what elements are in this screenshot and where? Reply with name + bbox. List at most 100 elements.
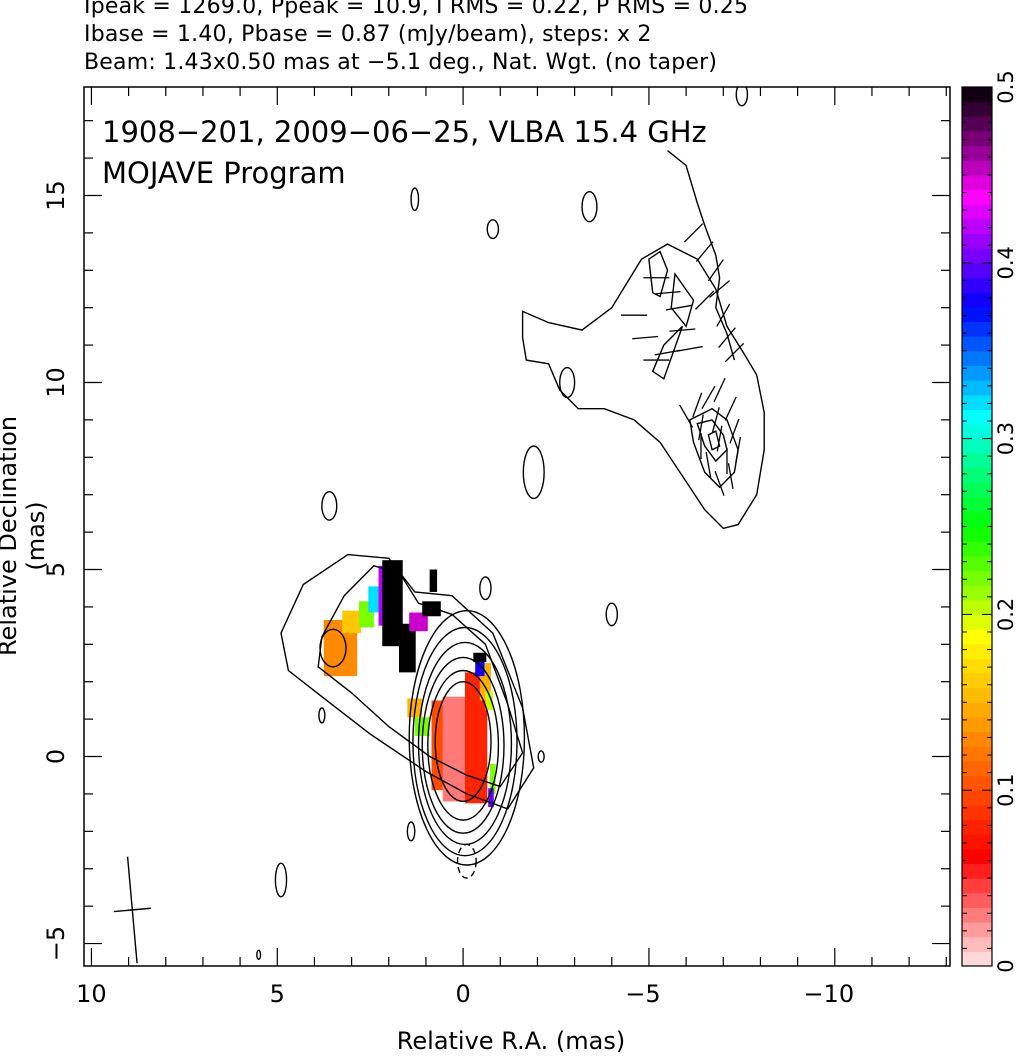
colorbar-cell [962,863,992,879]
evpa-tick [676,345,703,352]
colorbar-cell [962,365,992,381]
colorbar-cell [962,467,992,484]
y-tick-label: 10 [42,367,70,398]
colorbar-tick-label: 0 [994,959,1018,972]
colorbar-cell [962,262,992,279]
colorbar-cell [962,731,992,747]
evpa-tick [716,425,723,452]
north-jet-ridge-contour [667,150,736,361]
small-contour [256,949,262,960]
colorbar-cell [962,218,992,235]
plot-background [84,87,950,966]
y-tick-label: 5 [42,562,70,577]
evpa-tick [683,223,704,243]
colorbar-cell [962,585,992,601]
colorbar-cell [962,174,992,191]
colorbar-cell [962,643,992,659]
y-axis-label: Relative Declination (mas) [0,415,50,657]
colorbar-cell [962,497,992,513]
evpa-tick [713,377,726,403]
colorbar-cell [962,922,992,938]
x-axis-label: Relative R.A. (mas) [396,1027,626,1055]
colorbar-cell [962,350,992,366]
x-tick-label: 0 [455,980,470,1008]
core-contour [408,609,526,866]
beam-ellipse [113,856,151,964]
colorbar-cell [962,702,992,718]
colorbar-cell [962,87,992,103]
colorbar-cell [962,248,992,264]
colorbar-tick-label: 0.5 [994,70,1018,103]
small-contour [486,219,500,240]
evpa-tick [716,303,731,327]
colorbar-cell [962,687,992,703]
header-line-3: Beam: 1.43x0.50 mas at −5.1 deg., Nat. W… [84,50,718,75]
y-tick-label: 0 [42,749,70,764]
colorbar-cell [962,511,992,528]
small-contour [274,862,288,898]
colorbar-cell [962,145,992,161]
y-tick-label: −5 [42,926,70,961]
evpa-tick [695,290,715,310]
evpa-tick [718,327,736,348]
core-contour [434,681,492,803]
colorbar-cell [962,790,992,806]
fpol-patch [342,610,361,634]
colorbar-cell [962,775,992,791]
y-tick-label: 15 [42,180,70,211]
colorbar-cell [962,321,992,337]
colorbar-cell [962,336,992,352]
colorbar-tick-label: 0.3 [994,422,1018,455]
colorbar-tick-label: 0.4 [994,246,1018,279]
core-contour [412,626,518,857]
axis-ticks: 10 5 0 −5 −10 −5 0 5 10 15 [42,87,950,1008]
evpa-tick [711,407,720,433]
header-line-1: Ipeak = 1269.0, Ppeak = 10.9, I RMS = 0.… [84,0,749,19]
evpa-tick [679,404,694,428]
colorbar-cell [962,760,992,777]
colorbar-cell [962,189,992,205]
colorbar-cell [962,130,992,147]
colorbar-cell [962,892,992,908]
colorbar-cell [962,438,992,454]
evpa-tick [654,290,681,295]
evpa-tick [707,259,724,282]
small-contour [406,821,416,842]
colorbar-cell [962,394,992,410]
colorbar-cell [962,746,992,762]
fpol-patch [409,612,428,632]
evpa-tick [729,418,740,444]
negative-contour [456,843,477,879]
colorbar-cell [962,526,992,542]
colorbar-cell [962,907,992,923]
colorbar-tick-label: 0.1 [994,773,1018,806]
evpa-tick [724,342,745,363]
header-line-2: Ibase = 1.40, Pbase = 0.87 (mJy/beam), s… [84,22,652,47]
colorbar-cell [962,629,992,645]
north-jet-inner-contour [651,325,684,380]
north-jet-inner-contour [648,250,669,298]
evpa-tick [698,414,704,441]
evpa-tick [692,392,703,418]
small-contour [410,187,420,212]
small-contour [605,602,619,627]
small-contour [522,445,545,500]
small-contour [321,491,338,521]
fpol-patch [473,652,487,663]
colorbar-cell [962,716,992,733]
colorbar-cell [962,409,992,425]
evpa-tick [724,396,737,421]
evpa-tick [735,436,742,463]
colorbar-cell [962,204,992,220]
outer-contour [280,553,535,810]
colorbar-cell [962,570,992,586]
colorbar-cell [962,599,992,615]
colorbar-cell [962,804,992,821]
colorbar-cell [962,101,992,117]
evpa-vectors [621,223,745,496]
core-contour [427,669,500,821]
colorbar-cell [962,541,992,557]
colorbar-cell [962,116,992,132]
north-jet-inner-contour [707,430,721,451]
